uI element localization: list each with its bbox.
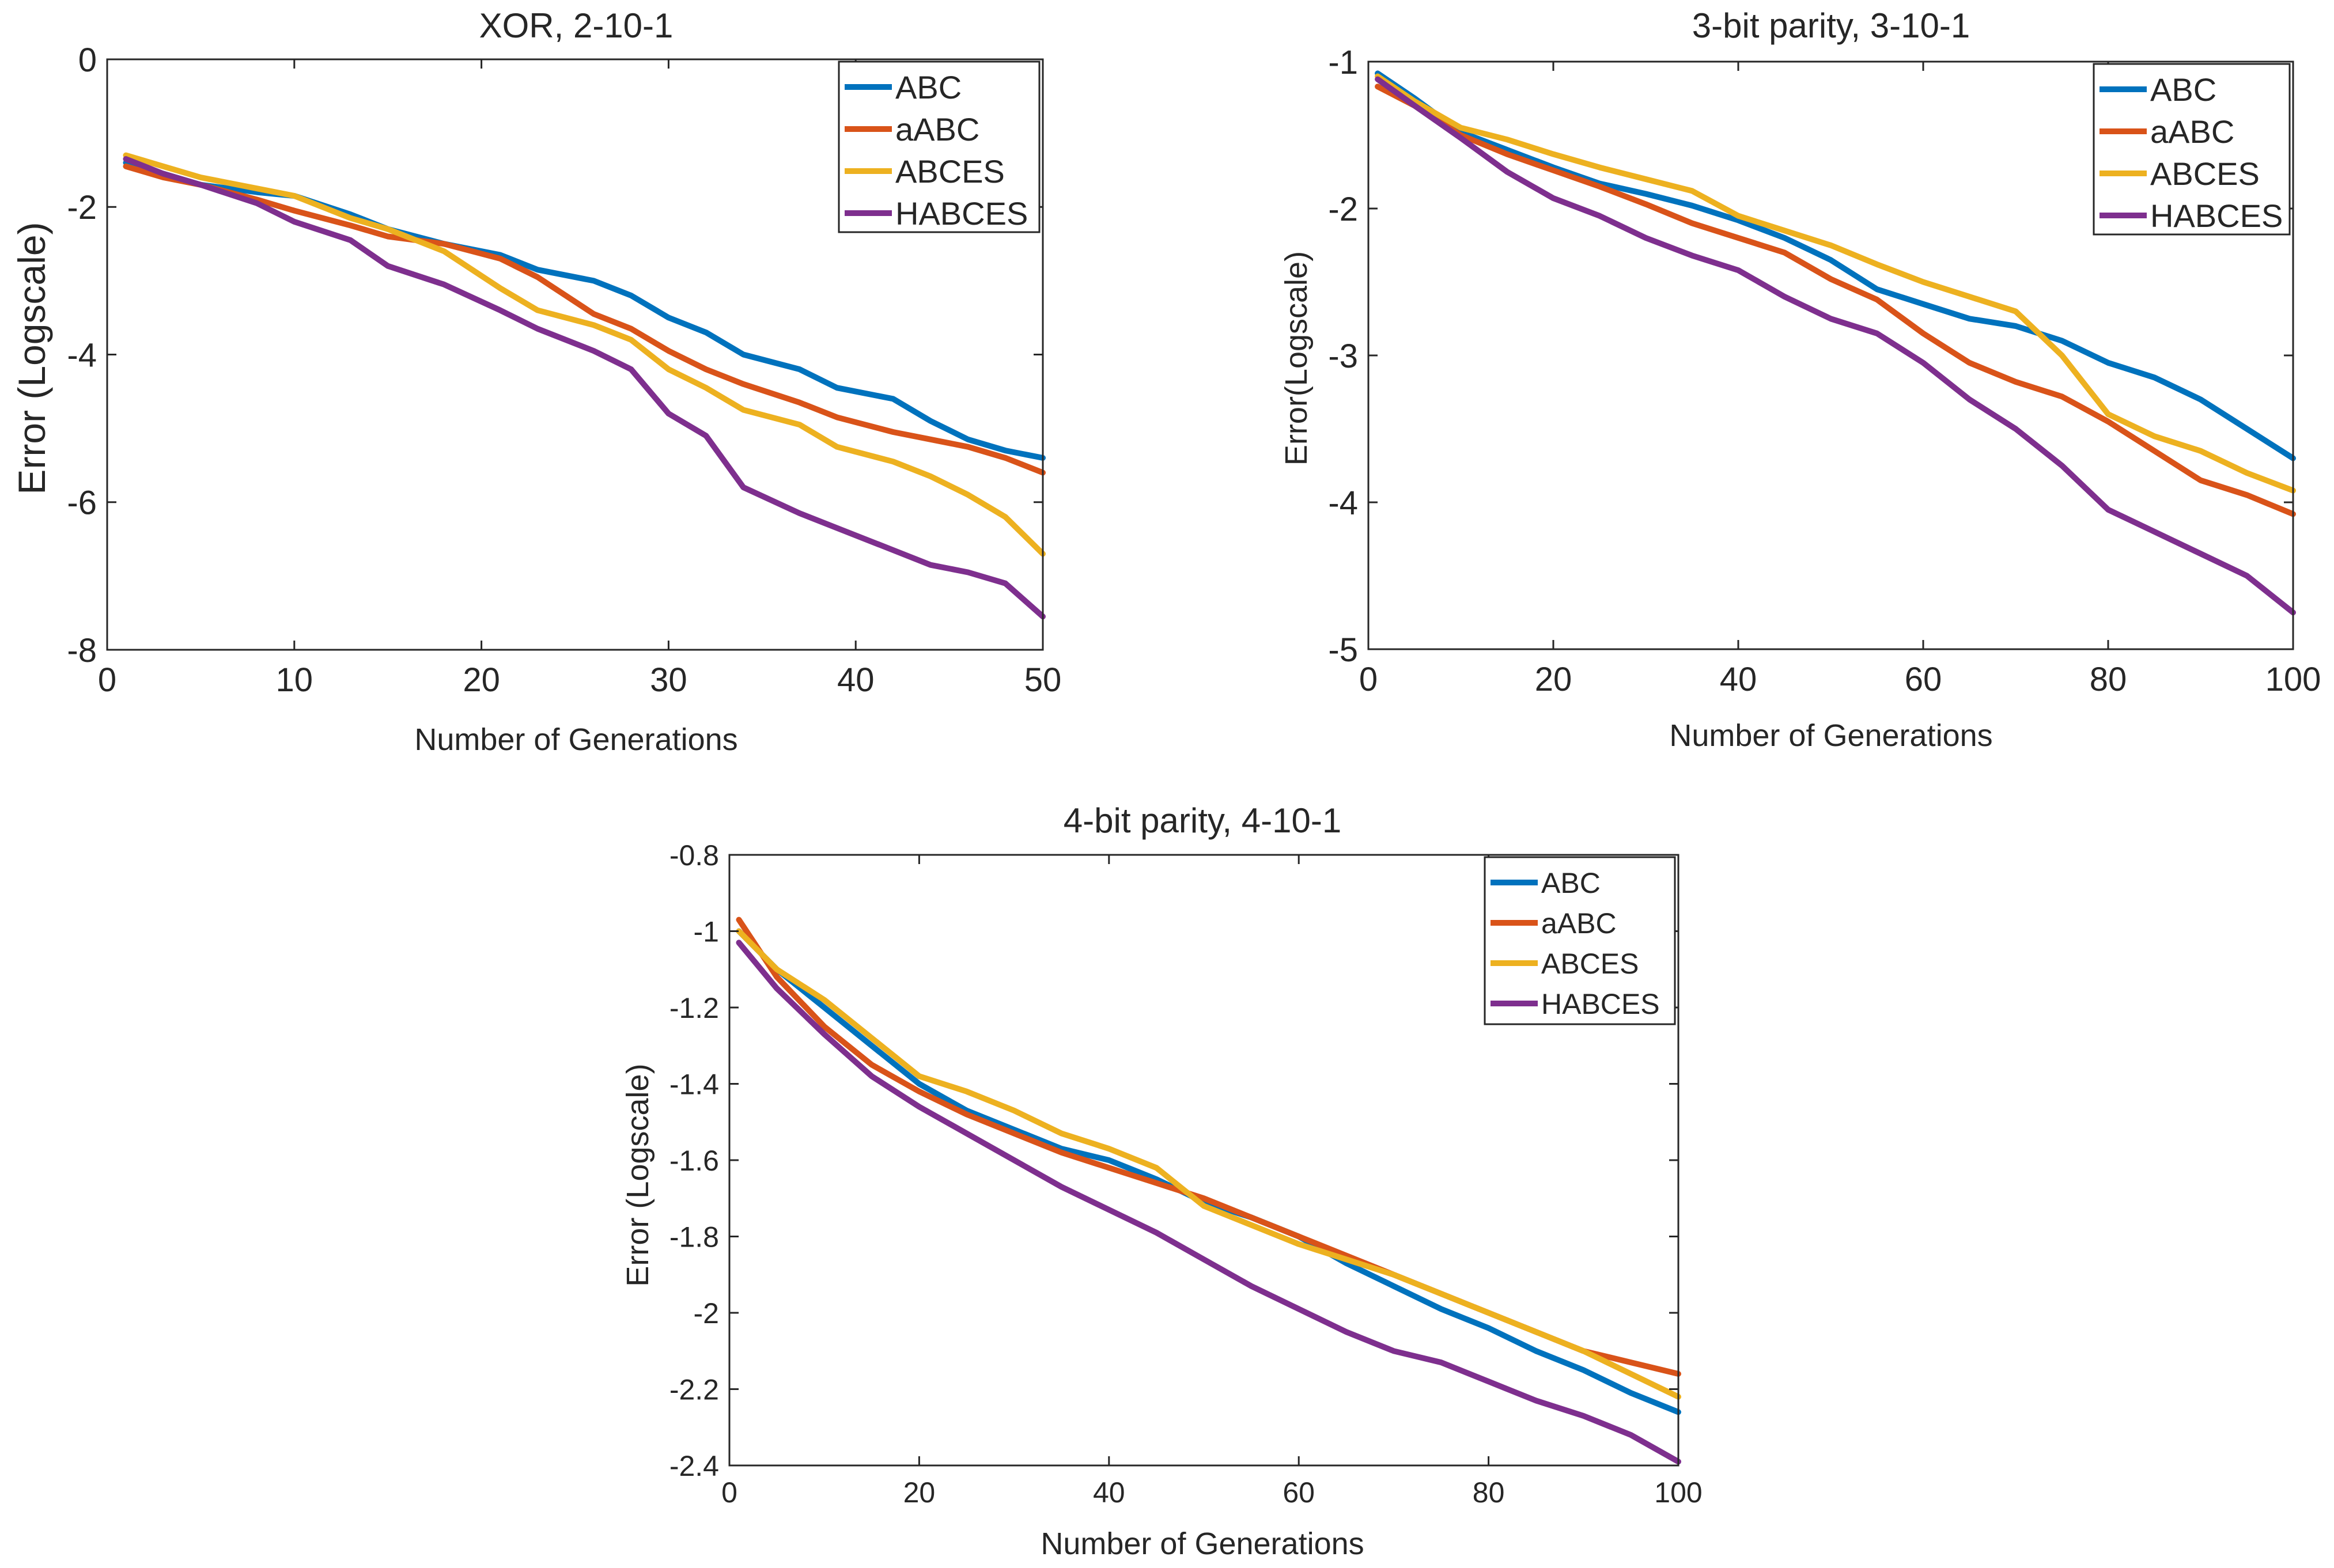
chart-4bit-parity: 4-bit parity, 4-10-1 Number of Generatio…	[621, 801, 1703, 1561]
y-tick-label: -8	[67, 632, 97, 669]
legend-label-aabc: aABC	[2150, 113, 2234, 150]
y-tick-label: -0.8	[669, 839, 719, 872]
x-tick-label: 20	[1535, 661, 1572, 698]
chart-title: 3-bit parity, 3-10-1	[1692, 6, 1970, 45]
x-axis-label: Number of Generations	[1041, 1527, 1364, 1561]
x-tick-label: 80	[1473, 1476, 1505, 1509]
x-tick-label: 50	[1024, 661, 1062, 699]
y-tick-label: -1.4	[669, 1069, 719, 1101]
legend-label-abces: ABCES	[1541, 948, 1639, 980]
chart-xor: XOR, 2-10-1 Number of Generations Error …	[10, 6, 1061, 757]
legend: ABC aABC ABCES HABCES	[2093, 63, 2291, 236]
y-tick-label: -1	[694, 916, 719, 948]
y-tick-label: -4	[67, 336, 97, 374]
legend-box	[2093, 63, 2291, 236]
y-tick-label: -2	[694, 1297, 719, 1330]
series-line-habces	[1375, 76, 2296, 616]
legend-label-abces: ABCES	[2150, 156, 2260, 192]
y-tick-label: -2.2	[669, 1374, 719, 1406]
x-tick-label: 0	[1359, 661, 1378, 698]
x-tick-label: 30	[650, 661, 687, 699]
y-tick-label: -4	[1328, 484, 1358, 522]
legend-label-habces: HABCES	[895, 195, 1028, 232]
x-tick-label: 40	[1720, 661, 1757, 698]
y-tick-label: -1	[1328, 44, 1358, 81]
x-tick-label: 0	[721, 1476, 737, 1509]
x-tick-label: 40	[837, 661, 875, 699]
x-tick-label: 80	[2090, 661, 2127, 698]
x-axis-label: Number of Generations	[1669, 718, 1992, 753]
legend-label-aabc: aABC	[1541, 907, 1617, 940]
series-line-habces	[736, 940, 1681, 1465]
legend-box	[838, 60, 1041, 233]
x-tick-label: 60	[1905, 661, 1942, 698]
legend-label-abces: ABCES	[895, 153, 1005, 190]
x-tick-label: 100	[2265, 661, 2321, 698]
legend-label-aabc: aABC	[895, 111, 979, 147]
y-tick-label: 0	[78, 41, 97, 79]
legend-label-habces: HABCES	[1541, 988, 1660, 1020]
y-tick-label: -1.8	[669, 1221, 719, 1253]
x-tick-label: 0	[98, 661, 116, 699]
y-tick-label: -2	[67, 189, 97, 226]
series-line-abces	[123, 152, 1046, 557]
legend-label-habces: HABCES	[2150, 198, 2283, 234]
y-tick-label: -2.4	[669, 1450, 719, 1482]
x-tick-label: 20	[463, 661, 500, 699]
chart-title: 4-bit parity, 4-10-1	[1064, 801, 1341, 840]
x-tick-label: 20	[903, 1476, 936, 1509]
series-line-abc	[1375, 70, 2296, 461]
y-tick-label: -3	[1328, 338, 1358, 375]
x-tick-label: 40	[1093, 1476, 1125, 1509]
x-tick-label: 100	[1654, 1476, 1702, 1509]
x-tick-label: 60	[1283, 1476, 1315, 1509]
y-axis-label: Error (Logscale)	[10, 222, 53, 494]
y-tick-label: -1.2	[669, 992, 719, 1024]
legend: ABC aABC ABCES HABCES	[1484, 856, 1676, 1025]
chart-3bit-parity: 3-bit parity, 3-10-1 Number of Generatio…	[1279, 6, 2321, 753]
series-line-abces	[736, 928, 1681, 1400]
x-axis-label: Number of Generations	[414, 722, 737, 757]
y-tick-label: -1.6	[669, 1145, 719, 1177]
series-line-aabc	[1375, 84, 2296, 517]
y-tick-label: -2	[1328, 191, 1358, 228]
legend-label-abc: ABC	[2150, 71, 2216, 108]
series-line-habces	[123, 156, 1046, 620]
legend-label-abc: ABC	[895, 69, 962, 105]
series-line-aabc	[123, 163, 1046, 476]
x-tick-label: 10	[276, 661, 313, 699]
y-axis-label: Error (Logscale)	[621, 1063, 655, 1286]
y-axis-label: Error(Logscale)	[1279, 251, 1314, 465]
legend: ABC aABC ABCES HABCES	[838, 60, 1041, 233]
y-tick-label: -5	[1328, 631, 1358, 669]
series-line-abc	[736, 928, 1681, 1415]
legend-label-abc: ABC	[1541, 867, 1601, 899]
series-line-abces	[1375, 73, 2296, 494]
chart-title: XOR, 2-10-1	[479, 6, 674, 45]
y-tick-label: -6	[67, 484, 97, 522]
